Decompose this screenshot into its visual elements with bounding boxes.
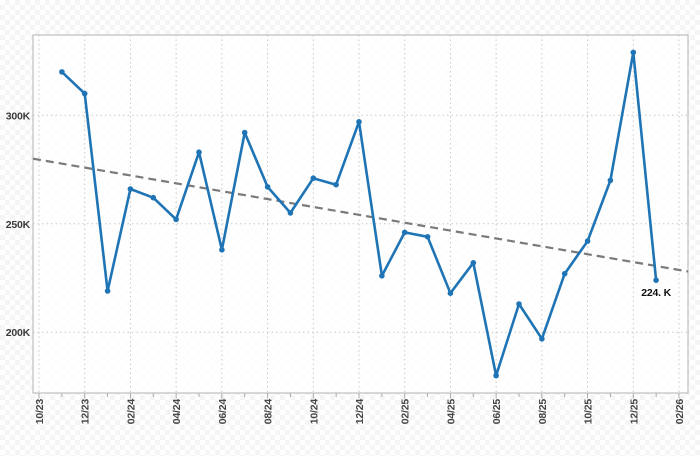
data-point <box>401 229 408 236</box>
data-point <box>584 238 591 244</box>
x-axis-tick-label: 10/23 <box>34 399 46 425</box>
data-point <box>196 149 202 155</box>
data-point <box>516 301 522 307</box>
x-axis-tick-label: 02/26 <box>674 399 686 425</box>
data-point <box>310 175 317 181</box>
data-point <box>104 288 111 294</box>
x-axis-tick-label: 06/25 <box>491 399 503 425</box>
data-point <box>379 273 385 279</box>
data-point <box>59 69 65 75</box>
data-point <box>219 247 225 253</box>
data-point <box>493 372 499 379</box>
data-point <box>447 290 454 297</box>
x-axis-tick-label: 02/25 <box>400 399 412 425</box>
data-point <box>241 129 248 136</box>
data-point <box>424 234 431 240</box>
data-point <box>607 177 614 184</box>
x-axis-tick-label: 08/24 <box>263 399 275 425</box>
annotation-label: 224. K <box>641 287 671 299</box>
plot-border <box>32 34 689 394</box>
data-point <box>333 181 339 188</box>
x-axis-tick-label: 04/25 <box>445 399 457 425</box>
data-point <box>539 336 545 342</box>
x-axis-tick-label: 12/24 <box>354 399 366 425</box>
y-axis-tick-label: 200K <box>6 327 31 339</box>
data-point <box>81 90 88 97</box>
x-axis-tick-label: 04/24 <box>171 399 183 425</box>
x-axis-tick-label: 10/25 <box>583 399 595 425</box>
data-point <box>561 270 568 277</box>
x-axis-tick-label: 02/24 <box>125 399 137 425</box>
data-point <box>653 277 659 284</box>
x-axis-tick-label: 10/24 <box>308 399 320 425</box>
data-point <box>173 216 179 223</box>
data-point <box>127 186 134 192</box>
x-axis-tick-label: 12/23 <box>80 399 92 425</box>
x-axis-tick-label: 06/24 <box>217 399 229 425</box>
data-point <box>630 49 637 56</box>
y-axis-tick-label: 300K <box>6 110 31 122</box>
data-point <box>264 184 271 190</box>
y-axis-tick-label: 250K <box>6 219 31 231</box>
data-point <box>150 194 157 201</box>
data-point <box>470 260 477 266</box>
x-axis-tick-label: 08/25 <box>537 399 549 425</box>
data-point <box>287 210 294 216</box>
data-point <box>356 119 362 125</box>
x-axis-tick-label: 12/25 <box>628 399 640 425</box>
